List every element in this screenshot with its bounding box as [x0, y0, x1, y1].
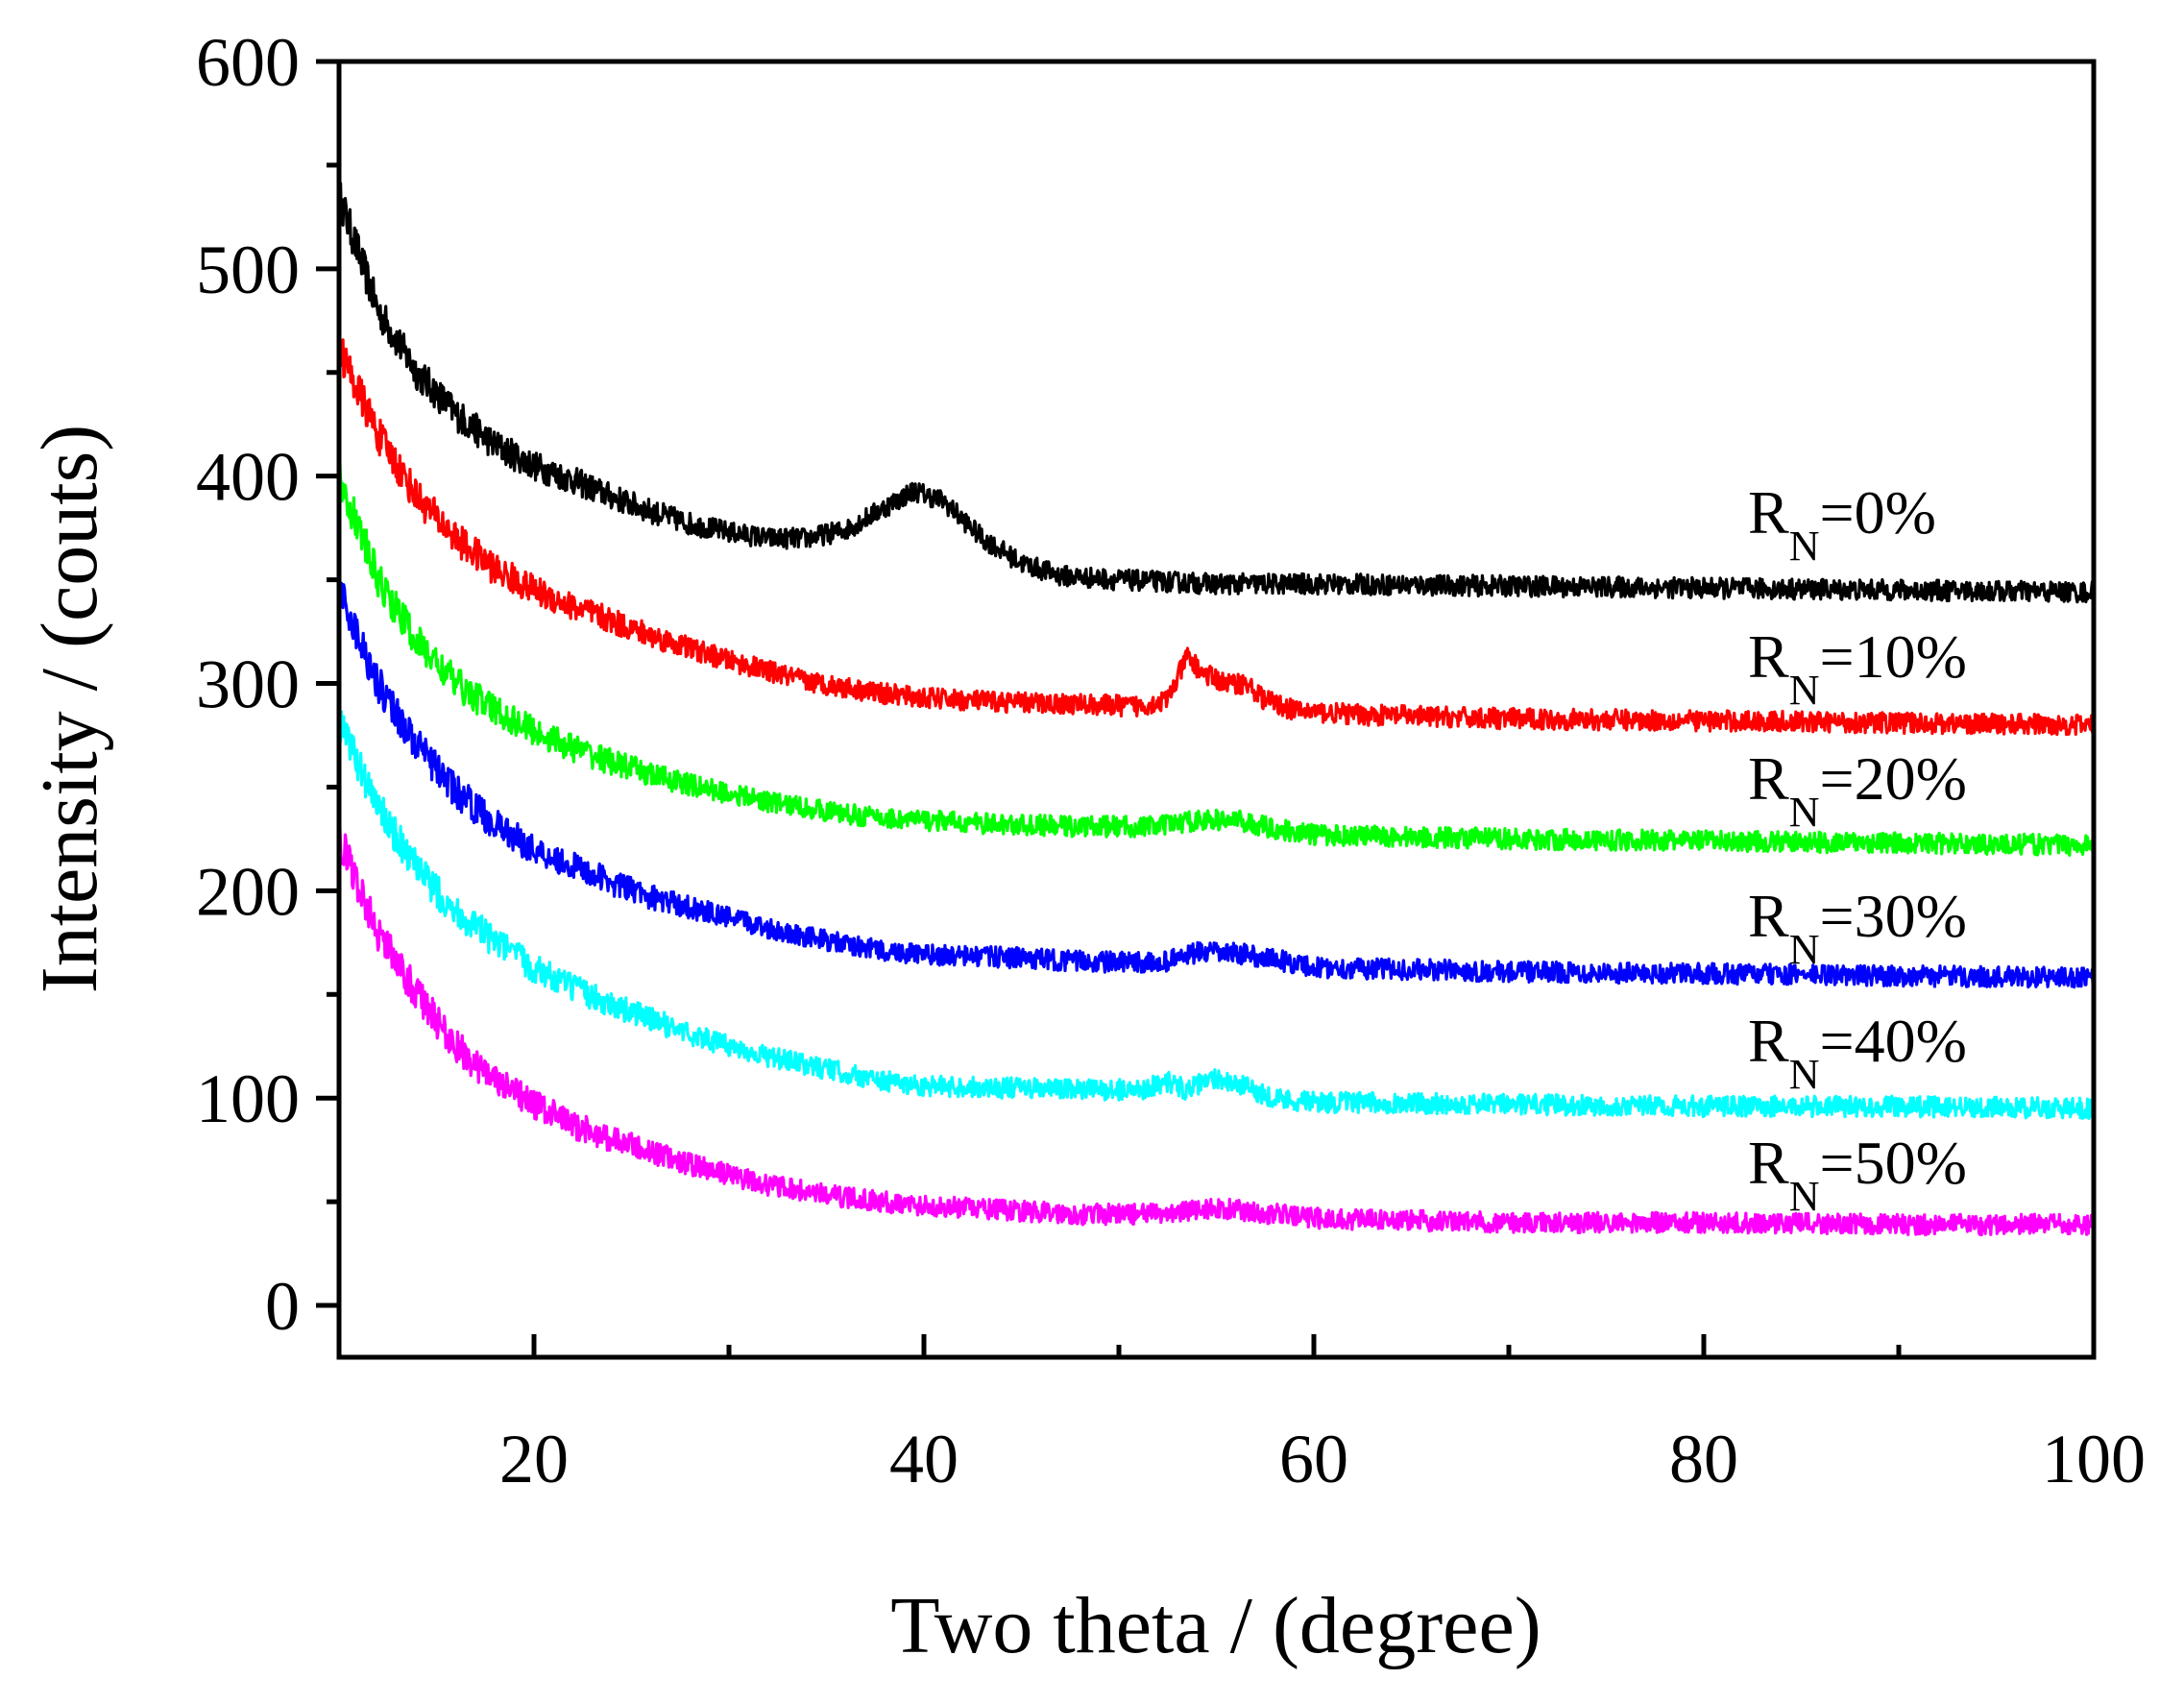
y-tick-label: 0: [265, 1268, 300, 1345]
y-tick-label: 100: [196, 1060, 300, 1137]
series-label-layer: RN=0% RN=10% RN=20% RN=30% RN=40% RN=50%: [1748, 478, 1967, 1220]
series-line-0: [337, 182, 2096, 604]
series-line-4: [337, 706, 2096, 1120]
series-line-3: [337, 581, 2096, 989]
series-line-5: [337, 821, 2096, 1237]
series-line-1: [337, 338, 2096, 737]
x-tick-label: 40: [889, 1421, 959, 1497]
series-line-2: [337, 458, 2096, 857]
plot-frame: [336, 59, 2097, 1360]
series-label-5: RN=50%: [1748, 1129, 1967, 1220]
y-tick-label: 500: [196, 231, 300, 308]
series-label-3: RN=30%: [1748, 882, 1967, 973]
series-label-4: RN=40%: [1748, 1007, 1967, 1098]
y-tick-label: 300: [196, 646, 300, 723]
series-label-2: RN=20%: [1748, 744, 1967, 836]
y-axis-title: Intensity / (couts): [25, 425, 114, 994]
x-tick-label: 60: [1279, 1421, 1348, 1497]
x-tick-label: 100: [2042, 1421, 2146, 1497]
x-tick-label: 20: [499, 1421, 569, 1497]
x-axis-title: Two theta / (degree): [890, 1581, 1541, 1670]
series-label-1: RN=10%: [1748, 622, 1967, 714]
y-tick-label: 400: [196, 439, 300, 516]
series-layer: [337, 182, 2096, 1237]
y-tick-label: 600: [196, 24, 300, 101]
series-label-0: RN=0%: [1748, 478, 1936, 570]
y-tick-label: 200: [196, 853, 300, 930]
tick-layer: 20 40 60 80 100 0 100 200 300 400 500 600: [196, 24, 2146, 1497]
x-tick-label: 80: [1669, 1421, 1738, 1497]
